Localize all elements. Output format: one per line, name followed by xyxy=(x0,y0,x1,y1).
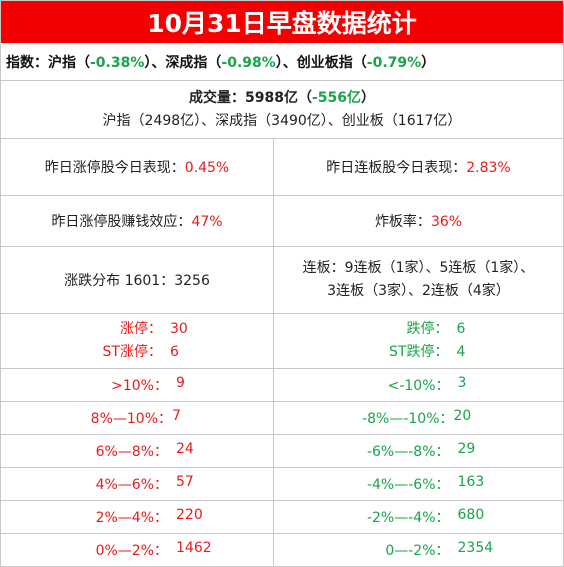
volume-label: 成交量： xyxy=(188,89,245,106)
yesterday-limitup: 昨日涨停股今日表现：0.45% xyxy=(45,157,229,177)
limit-up-label: 涨停： xyxy=(120,321,162,337)
consecutive-line-1: 连板：9连板（1家）、5连板（1家）、 xyxy=(302,260,535,276)
range-up-value: 220 xyxy=(176,507,203,523)
range-down-value: 2354 xyxy=(457,540,494,556)
limits-row: 涨停： 30 ST涨停： 6 跌停： 6 ST跌停： 4 xyxy=(1,314,563,369)
volume-close-paren: ） xyxy=(361,89,375,106)
range-down-value: 3 xyxy=(457,375,467,391)
volume-change: -556亿 xyxy=(311,89,361,106)
volume-line: 成交量：5988亿（-556亿） xyxy=(189,87,375,110)
limit-up-value: 30 xyxy=(170,321,188,337)
money-effect: 昨日涨停股赚钱效应：47% xyxy=(51,211,222,231)
cy-index-name: ）、创业板指（ xyxy=(275,54,367,71)
sz-index-name: ）、深成指（ xyxy=(144,54,222,71)
money-effect-value: 47% xyxy=(191,214,223,230)
sz-index-change: -0.98% xyxy=(221,54,276,71)
st-limit-down: ST跌停： 4 xyxy=(274,341,563,364)
yesterday-consecutive: 昨日连板股今日表现：2.83% xyxy=(326,157,510,177)
range-up-value: 9 xyxy=(176,375,185,391)
indices-close: ） xyxy=(421,54,436,71)
sh-index-change: -0.38% xyxy=(90,54,145,71)
limit-down-label: 跌停： xyxy=(406,321,449,337)
volume-open-paren: （ xyxy=(297,89,312,106)
volume-total: 5988亿 xyxy=(244,89,298,106)
distribution: 涨跌分布 1601：3256 xyxy=(64,273,210,289)
range-down-value: 29 xyxy=(457,441,476,457)
range-row: >10%： 9 <-10%： 3 xyxy=(1,369,563,402)
range-row: 8%—10%： 7 -8%—-10%： 20 xyxy=(1,402,563,435)
yesterday-limitup-value: 0.45% xyxy=(184,160,230,176)
range-down-label: 0—-2%： xyxy=(385,543,450,559)
range-up-value: 24 xyxy=(176,441,194,457)
range-up-label: >10%： xyxy=(111,378,168,394)
range-row: 4%—6%： 57 -4%—-6%： 163 xyxy=(1,468,563,501)
range-up-label: 0%—2%： xyxy=(95,543,168,559)
money-effect-label: 昨日涨停股赚钱效应： xyxy=(51,214,192,230)
st-limit-up-value: 6 xyxy=(170,344,179,360)
cy-index-change: -0.79% xyxy=(366,54,422,71)
st-limit-up: ST涨停： 6 xyxy=(1,341,273,364)
range-down-label: -8%—-10%： xyxy=(362,411,454,427)
break-rate-label: 炸板率： xyxy=(374,214,431,230)
indices-row: 指数：沪指（-0.38%）、深成指（-0.98%）、创业板指（-0.79%） xyxy=(1,43,563,81)
range-up-label: 6%—8%： xyxy=(95,444,168,460)
range-down-value: 163 xyxy=(457,474,485,490)
range-row: 0%—2%： 1462 0—-2%： 2354 xyxy=(1,534,563,566)
range-down-label: -4%—-6%： xyxy=(366,477,450,493)
range-row: 2%—4%： 220 -2%—-4%： 680 xyxy=(1,501,563,534)
range-up-value: 1462 xyxy=(176,540,212,556)
st-limit-down-value: 4 xyxy=(456,344,466,360)
range-down-value: 20 xyxy=(453,408,472,424)
range-up-label: 2%—4%： xyxy=(95,510,168,526)
yesterday-consecutive-value: 2.83% xyxy=(466,160,511,176)
yesterday-limitup-label: 昨日涨停股今日表现： xyxy=(44,160,185,176)
limit-down-value: 6 xyxy=(456,321,466,337)
indices-label: 指数： xyxy=(6,54,48,71)
volume-row: 成交量：5988亿（-556亿） 沪指（2498亿）、深成指（3490亿）、创业… xyxy=(1,81,563,139)
range-down-label: <-10%： xyxy=(387,378,450,394)
range-up-value: 57 xyxy=(176,474,194,490)
break-rate: 炸板率：36% xyxy=(375,211,462,231)
range-row: 6%—8%： 24 -6%—-8%： 29 xyxy=(1,435,563,468)
yesterday-consecutive-label: 昨日连板股今日表现： xyxy=(326,160,467,176)
volume-detail: 沪指（2498亿）、深成指（3490亿）、创业板（1617亿） xyxy=(102,112,462,129)
page-title: 10月31日早盘数据统计 xyxy=(1,1,563,43)
limit-up: 涨停： 30 xyxy=(1,318,273,341)
break-rate-value: 36% xyxy=(430,214,463,230)
range-down-value: 680 xyxy=(457,507,485,523)
indices-line: 指数：沪指（-0.38%）、深成指（-0.98%）、创业板指（-0.79%） xyxy=(1,52,563,72)
sh-index-name: 沪指（ xyxy=(48,54,90,71)
st-limit-down-label: ST跌停： xyxy=(389,344,449,360)
range-down-label: -6%—-8%： xyxy=(366,444,450,460)
consecutive-line-2: 3连板（3家）、2连板（4家） xyxy=(327,283,510,299)
limit-down: 跌停： 6 xyxy=(274,318,563,341)
money-effect-row: 昨日涨停股赚钱效应：47% 炸板率：36% xyxy=(1,196,563,247)
range-up-value: 7 xyxy=(172,408,181,424)
range-up-label: 8%—10%： xyxy=(90,411,172,427)
range-down-label: -2%—-4%： xyxy=(366,510,450,526)
range-up-label: 4%—6%： xyxy=(95,477,168,493)
yesterday-row: 昨日涨停股今日表现：0.45% 昨日连板股今日表现：2.83% xyxy=(1,139,563,196)
distribution-row: 涨跌分布 1601：3256 连板：9连板（1家）、5连板（1家）、 3连板（3… xyxy=(1,247,563,314)
st-limit-up-label: ST涨停： xyxy=(102,344,162,360)
